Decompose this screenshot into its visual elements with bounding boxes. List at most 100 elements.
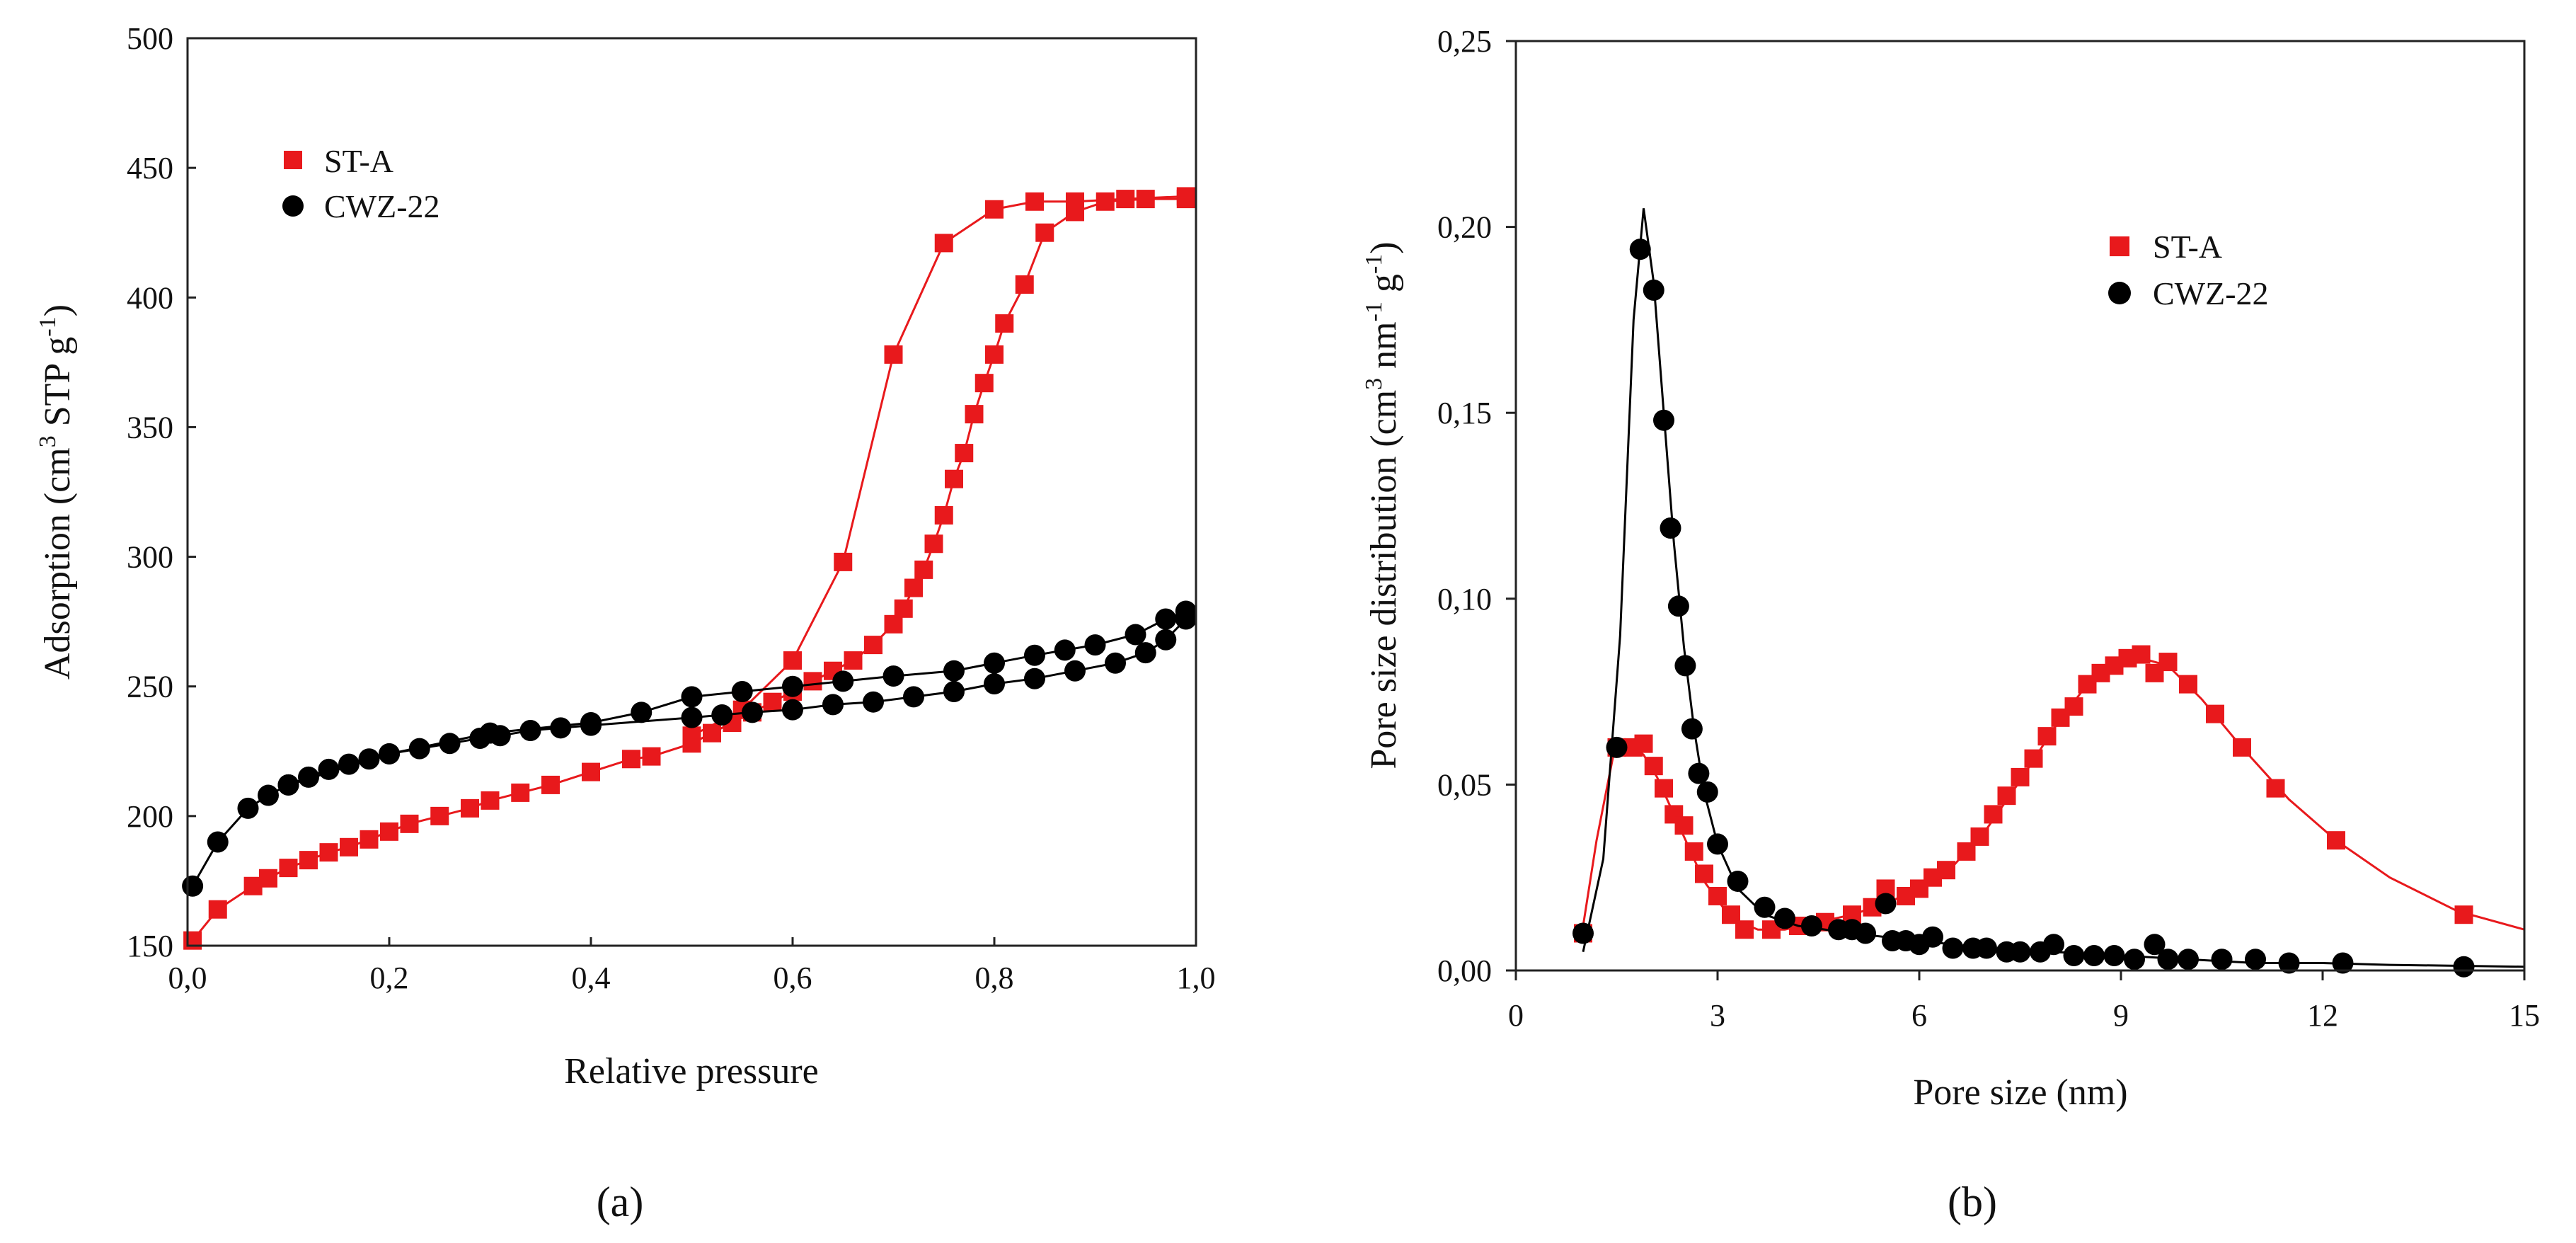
- panel-b-cwz-22-data-point: [1688, 762, 1710, 784]
- panel-a-data-marks: [182, 187, 1197, 950]
- panel-a-st-a-adsorption-line: [191, 197, 1186, 941]
- panel-b-legend-marker-st-a: [2110, 236, 2129, 256]
- panel-b-st-a-data-point: [1984, 805, 2003, 824]
- panel-a-st-a-desorption-point: [682, 726, 701, 745]
- panel-b-x-tick-label: 15: [2509, 998, 2540, 1033]
- panel-a-st-a-adsorption-point: [974, 374, 994, 393]
- panel-a-y-tick-label: 450: [127, 151, 173, 185]
- panel-a-st-a-adsorption-point: [380, 822, 398, 841]
- panel-a-cwz-22-adsorption-point: [782, 699, 803, 721]
- panel-a-cwz-22-adsorption-point: [182, 875, 204, 897]
- panel-b-legend: ST-A CWZ-22: [2108, 229, 2269, 311]
- panel-a-st-a-adsorption-point: [541, 775, 560, 794]
- panel-a-cwz-22-adsorption-point: [742, 701, 763, 723]
- panel-a-cwz-22-desorption-point: [984, 652, 1005, 674]
- panel-b-x-axis-title: Pore size (nm): [1913, 1072, 2127, 1113]
- panel-a-y-tick-label: 150: [127, 929, 173, 963]
- panel-b-label: (b): [1948, 1179, 1997, 1225]
- panel-b-cwz-22-data-point: [1727, 870, 1749, 892]
- panel-b-x-tick-label: 9: [2113, 998, 2129, 1033]
- panel-a-cwz-22-adsorption-point: [822, 694, 844, 716]
- panel-a-st-a-adsorption-point: [511, 783, 530, 802]
- panel-b-st-a-data-point: [1735, 920, 1754, 939]
- panel-b-y-tick-label: 0,20: [1437, 210, 1492, 245]
- panel-a-y-tick-label: 400: [127, 280, 173, 315]
- panel-a-cwz-22-desorption-point: [882, 665, 904, 687]
- panel-a-cwz-22-adsorption-point: [338, 753, 360, 775]
- panel-a-st-a-adsorption-point: [279, 859, 298, 878]
- panel-b-cwz-22-data-point: [1606, 736, 1628, 758]
- panel-a-cwz-22-desorption-point: [1125, 624, 1146, 646]
- panel-b-cwz-22-data-point: [2278, 952, 2300, 974]
- panel-b-cwz-22-data-point: [2103, 944, 2125, 966]
- panel-b-cwz-22-data-point: [1681, 718, 1703, 740]
- panel-a-cwz-22-desorption-point: [1175, 600, 1197, 622]
- panel-b-cwz-22-data-point: [1707, 833, 1728, 855]
- panel-b-y-tick-label: 0,05: [1437, 767, 1492, 802]
- panel-b-cwz-22-data-point: [2332, 952, 2354, 974]
- panel-b-cwz-22-data-point: [1696, 781, 1718, 803]
- panel-a-st-a-adsorption-point: [945, 469, 963, 488]
- panel-b-cwz-22-data-point: [2453, 956, 2475, 978]
- panel-b-st-a-data-point: [2266, 779, 2285, 798]
- panel-a-cwz-22-desorption-point: [631, 701, 652, 723]
- panel-a-legend: ST-A CWZ-22: [282, 143, 440, 224]
- panel-a-cwz-22-adsorption-point: [550, 717, 572, 739]
- panel-a-st-a-adsorption-point: [430, 806, 449, 825]
- panel-a-cwz-22-adsorption-point: [1064, 660, 1086, 682]
- panel-a-legend-label-cwz-22: CWZ-22: [324, 188, 440, 224]
- panel-b-st-a-data-point: [2132, 645, 2151, 664]
- panel-a-cwz-22-adsorption-point: [1134, 642, 1156, 664]
- panel-b-st-a-data-point: [2179, 675, 2197, 694]
- panel-a-legend-marker-st-a: [284, 151, 302, 169]
- panel-b-cwz-22-data-point: [2157, 949, 2179, 970]
- panel-a-st-a-adsorption-point: [803, 672, 822, 691]
- panel-b-cwz-22-data-point: [1572, 922, 1594, 944]
- panel-a-st-a-adsorption-point: [299, 851, 318, 870]
- panel-a-cwz-22-adsorption-point: [258, 784, 279, 806]
- panel-a-cwz-22-adsorption-point: [711, 704, 733, 726]
- panel-a-cwz-22-adsorption-point: [298, 766, 319, 788]
- panel-a-x-axis-title: Relative pressure: [564, 1051, 819, 1092]
- panel-b-cwz-22-data-point: [1754, 896, 1776, 918]
- panel-b-cwz-22-data-point: [1855, 922, 1876, 944]
- panel-a-y-axis-title: Adsorption (cm3 STP g-1): [35, 304, 78, 680]
- panel-b-pore-size-distribution: 0 3 6 9 12 15 0,00 0,05 0,10 0,15 0,20 0,25 Pore s…: [1361, 24, 2540, 1225]
- panel-a-y-tick-label: 250: [127, 670, 173, 704]
- panel-b-st-a-data-point: [2206, 704, 2224, 723]
- panel-a-st-a-adsorption-point: [934, 505, 953, 525]
- panel-a-st-a-desorption-point: [934, 234, 953, 253]
- panel-a-st-a-adsorption-point: [1096, 192, 1115, 211]
- panel-b-cwz-22-data-point: [2063, 944, 2085, 966]
- panel-b-y-tick-label: 0,15: [1437, 396, 1492, 430]
- panel-b-cwz-22-data-point: [1801, 915, 1822, 936]
- panel-a-cwz-22-adsorption-point: [439, 733, 461, 755]
- panel-a-cwz-22-adsorption-point: [1105, 652, 1126, 674]
- panel-b-st-a-data-point: [1674, 816, 1694, 835]
- panel-b-cwz-22-data-point: [2144, 934, 2166, 956]
- panel-b-st-a-data-point: [1634, 734, 1653, 753]
- panel-a-legend-label-st-a: ST-A: [324, 143, 393, 179]
- panel-b-cwz-22-data-point: [1643, 279, 1664, 301]
- panel-a-st-a-adsorption-point: [582, 762, 600, 781]
- panel-b-cwz-22-data-point: [2083, 944, 2105, 966]
- panel-a-st-a-adsorption-point: [360, 830, 379, 849]
- panel-a-st-a-adsorption-point: [884, 614, 903, 634]
- panel-b-st-a-data-point: [1970, 827, 1989, 846]
- panel-a-st-a-adsorption-point: [924, 534, 943, 554]
- panel-b-legend-marker-cwz-22: [2108, 282, 2131, 304]
- panel-a-cwz-22-desorption-point: [277, 774, 299, 796]
- panel-a-cwz-22-desorption-point: [1054, 639, 1076, 661]
- panel-a-y-tick-label: 350: [127, 410, 173, 445]
- panel-b-st-a-data-point: [2233, 738, 2251, 757]
- panel-b-st-a-data-point: [1684, 842, 1703, 861]
- panel-b-legend-label-st-a: ST-A: [2153, 229, 2222, 265]
- panel-a-st-a-adsorption-point: [955, 444, 974, 463]
- panel-b-st-a-data-point: [1655, 779, 1673, 798]
- panel-a-cwz-22-desorption-point: [782, 675, 803, 697]
- panel-a-st-a-desorption-point: [1176, 187, 1195, 206]
- panel-b-cwz-22-data-point: [1774, 907, 1795, 929]
- panel-b-x-tick-label: 12: [2307, 998, 2338, 1033]
- panel-a-adsorption-isotherm: 0,0 0,2 0,4 0,6 0,8 1,0 150 200 250 300 350 400 450…: [35, 21, 1216, 1225]
